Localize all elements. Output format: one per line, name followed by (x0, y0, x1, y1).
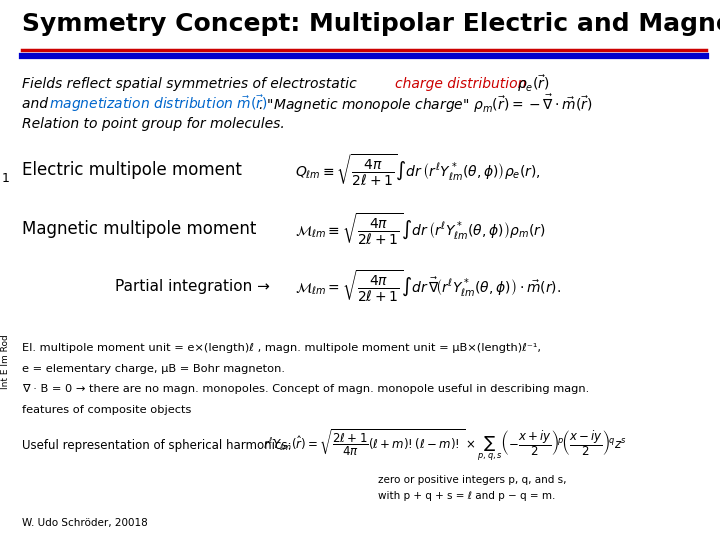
Text: Partial integration →: Partial integration → (115, 279, 270, 294)
Text: El. multipole moment unit = e×(length)ℓ , magn. multipole moment unit = μB×(leng: El. multipole moment unit = e×(length)ℓ … (22, 343, 541, 353)
Text: features of composite objects: features of composite objects (22, 405, 191, 415)
Text: 1: 1 (2, 172, 9, 185)
Text: Symmetry Concept: Multipolar Electric and Magnetic Fields: Symmetry Concept: Multipolar Electric an… (22, 12, 720, 36)
Text: zero or positive integers p, q, and s,: zero or positive integers p, q, and s, (378, 475, 567, 484)
Text: Relation to point group for molecules.: Relation to point group for molecules. (22, 117, 284, 131)
Text: ∇ · B = 0 → there are no magn. monopoles. Concept of magn. monopole useful in de: ∇ · B = 0 → there are no magn. monopoles… (22, 384, 589, 394)
Text: with p + q + s = ℓ and p − q = m.: with p + q + s = ℓ and p − q = m. (378, 491, 555, 501)
Text: charge distribution: charge distribution (395, 77, 526, 91)
Text: e = elementary charge, μB = Bohr magneton.: e = elementary charge, μB = Bohr magneto… (22, 364, 284, 374)
Text: Useful representation of spherical harmonics:: Useful representation of spherical harmo… (22, 439, 291, 452)
Text: $r^\ell Y_{\ell m}(\hat{r}) = \sqrt{\dfrac{2\ell+1}{4\pi}(\ell+m)!(\ell-m)!} \ti: $r^\ell Y_{\ell m}(\hat{r}) = \sqrt{\dfr… (263, 428, 626, 463)
Text: Int E lm Rod: Int E lm Rod (1, 334, 10, 389)
Text: $Q_{\ell m} \equiv \sqrt{\dfrac{4\pi}{2\ell+1}} \int dr\, \left(r^\ell Y^*_{\ell: $Q_{\ell m} \equiv \sqrt{\dfrac{4\pi}{2\… (295, 152, 541, 188)
Text: $\mathcal{M}_{\ell m} \equiv \sqrt{\dfrac{4\pi}{2\ell+1}} \int dr\, \left(r^\ell: $\mathcal{M}_{\ell m} \equiv \sqrt{\dfra… (295, 212, 546, 247)
Text: $\mathcal{M}_{\ell m} = \sqrt{\dfrac{4\pi}{2\ell+1}} \int dr\, \vec{\nabla}\!\le: $\mathcal{M}_{\ell m} = \sqrt{\dfrac{4\p… (295, 268, 562, 304)
Text: magnetization distribution $\vec{m}(\vec{r})$: magnetization distribution $\vec{m}(\vec… (49, 93, 268, 114)
Text: W. Udo Schröder, 20018: W. Udo Schröder, 20018 (22, 518, 148, 528)
Text: . "Magnetic monopole charge" $\rho_m(\vec{r}) = -\vec{\nabla}\cdot\vec{m}(\vec{r: . "Magnetic monopole charge" $\rho_m(\ve… (258, 92, 593, 115)
Text: Magnetic multipole moment: Magnetic multipole moment (22, 220, 256, 239)
Text: Electric multipole moment: Electric multipole moment (22, 161, 241, 179)
Text: and: and (22, 97, 56, 111)
Text: $\rho_e(\vec{r})$: $\rho_e(\vec{r})$ (517, 73, 549, 94)
Text: Fields reflect spatial symmetries of electrostatic: Fields reflect spatial symmetries of ele… (22, 77, 361, 91)
